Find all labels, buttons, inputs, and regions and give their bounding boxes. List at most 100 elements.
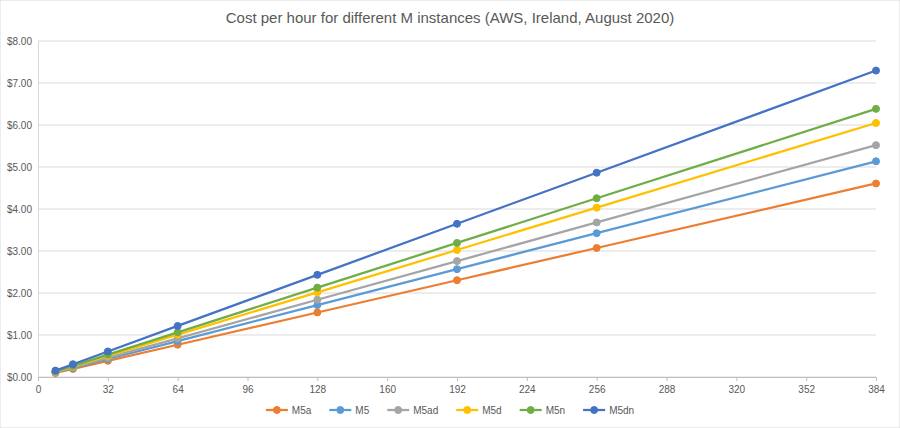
series-marker — [454, 220, 461, 227]
x-tick-mark — [38, 377, 39, 381]
x-tick-mark — [457, 377, 458, 381]
series-marker — [593, 169, 600, 176]
x-tick-label: 96 — [242, 384, 254, 395]
chart: $0.00$1.00$2.00$3.00$4.00$5.00$6.00$7.00… — [0, 0, 900, 428]
x-tick-label: 352 — [798, 384, 815, 395]
x-tick-mark — [248, 377, 249, 381]
legend-label: M5 — [355, 405, 369, 416]
legend-item: M5n — [520, 405, 565, 416]
series-line — [55, 109, 876, 372]
x-tick: 352 — [798, 377, 815, 395]
x-tick-label: 32 — [103, 384, 115, 395]
y-axis: $0.00$1.00$2.00$3.00$4.00$5.00$6.00$7.00… — [7, 36, 39, 383]
y-tick: $5.00 — [7, 162, 38, 173]
y-tick-label: $5.00 — [7, 162, 32, 173]
series — [52, 67, 880, 374]
grid — [38, 41, 876, 377]
series-marker — [314, 296, 321, 303]
y-tick: $3.00 — [7, 246, 38, 257]
series-marker — [593, 244, 600, 251]
x-axis: 0326496128160192224256288320352384 — [36, 377, 886, 395]
series — [52, 119, 880, 375]
series-marker — [314, 271, 321, 278]
series-marker — [52, 368, 59, 375]
y-tick-label: $4.00 — [7, 204, 32, 215]
x-tick-label: 0 — [36, 384, 42, 395]
series-marker — [873, 158, 880, 165]
series-marker — [454, 246, 461, 253]
series-marker — [314, 284, 321, 291]
x-tick: 288 — [659, 377, 676, 395]
series — [52, 142, 880, 376]
x-tick: 256 — [589, 377, 606, 395]
series-marker — [873, 180, 880, 187]
legend-marker — [464, 407, 471, 414]
series-marker — [174, 322, 181, 329]
series-marker — [454, 239, 461, 246]
title: Cost per hour for different M instances … — [226, 9, 675, 26]
x-tick: 384 — [868, 377, 885, 395]
y-tick: $2.00 — [7, 288, 38, 299]
legend-label: M5n — [546, 405, 565, 416]
legend-item: M5d — [456, 405, 501, 416]
legend-item: M5dn — [583, 405, 634, 416]
legend: M5a M5 M5ad M5d M5n M5dn — [266, 405, 634, 416]
y-tick-label: $8.00 — [7, 36, 32, 47]
y-tick-label: $3.00 — [7, 246, 32, 257]
x-tick: 192 — [449, 377, 466, 395]
series-marker — [454, 277, 461, 284]
y-tick: $7.00 — [7, 78, 38, 89]
grid-line — [38, 209, 876, 210]
grid-line — [38, 167, 876, 168]
x-tick-mark — [597, 377, 598, 381]
legend-item: M5ad — [387, 405, 438, 416]
series-line — [55, 123, 876, 372]
x-tick-mark — [736, 377, 737, 381]
x-tick: 32 — [103, 377, 115, 395]
legend-marker — [395, 407, 402, 414]
series-line — [55, 161, 876, 372]
x-tick-mark — [317, 377, 318, 381]
x-tick: 224 — [519, 377, 536, 395]
series-marker — [593, 195, 600, 202]
grid-line — [38, 83, 876, 84]
x-tick-mark — [387, 377, 388, 381]
series — [52, 105, 880, 375]
series-marker — [593, 230, 600, 237]
x-tick-label: 64 — [173, 384, 185, 395]
series-marker — [873, 142, 880, 149]
legend-item: M5 — [329, 405, 369, 416]
x-tick: 160 — [379, 377, 396, 395]
y-axis-line — [38, 42, 39, 378]
legend-label: M5dn — [609, 405, 634, 416]
grid-line — [38, 293, 876, 294]
y-tick-label: $2.00 — [7, 288, 32, 299]
legend-marker — [591, 407, 598, 414]
series — [52, 180, 880, 377]
x-tick-mark — [527, 377, 528, 381]
x-tick: 128 — [309, 377, 326, 395]
legend-item: M5a — [266, 405, 312, 416]
series-marker — [52, 367, 59, 374]
grid-line — [38, 41, 876, 42]
series-line — [55, 145, 876, 372]
y-tick: $8.00 — [7, 36, 38, 47]
y-tick-label: $1.00 — [7, 330, 32, 341]
x-tick-mark — [667, 377, 668, 381]
x-tick-label: 288 — [659, 384, 676, 395]
x-tick: 96 — [242, 377, 254, 395]
series-marker — [454, 266, 461, 273]
x-tick-mark — [108, 377, 109, 381]
grid-line — [38, 335, 876, 336]
x-tick-label: 160 — [379, 384, 396, 395]
series — [52, 158, 880, 376]
series-marker — [314, 309, 321, 316]
series-marker — [873, 67, 880, 74]
x-tick-mark — [806, 377, 807, 381]
x-tick-mark — [876, 377, 877, 381]
series-marker — [104, 348, 111, 355]
x-tick-mark — [178, 377, 179, 381]
y-tick-label: $6.00 — [7, 120, 32, 131]
grid-line — [38, 125, 876, 126]
legend-marker — [337, 407, 344, 414]
